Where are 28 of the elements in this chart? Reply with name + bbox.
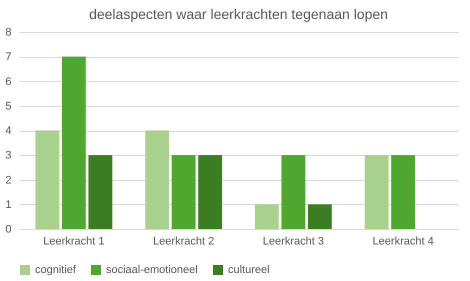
bar	[172, 155, 196, 229]
x-tick-label: Leerkracht 1	[43, 236, 104, 248]
bar	[254, 204, 279, 229]
y-tick-label: 2	[5, 174, 12, 186]
bar	[35, 130, 60, 229]
y-tick-label: 1	[5, 198, 12, 211]
chart-title: deelaspecten waar leerkrachten tegenaan lopen	[89, 6, 388, 22]
y-tick-label: 6	[5, 76, 12, 88]
x-tick-label: Leerkracht 2	[153, 236, 214, 248]
legend-label: cultureel	[228, 264, 270, 276]
bar	[308, 204, 332, 229]
y-tick-label: 0	[5, 224, 12, 236]
y-tick-label: 3	[5, 150, 12, 162]
bar	[391, 155, 416, 229]
bar	[62, 56, 86, 229]
x-tick-label: Leerkracht 3	[262, 236, 324, 248]
bar	[364, 155, 389, 229]
y-tick-label: 5	[5, 100, 12, 112]
legend-label: sociaal-emotioneel	[106, 264, 198, 276]
y-tick-label: 7	[5, 51, 12, 64]
x-tick-label: Leerkracht 4	[372, 236, 434, 248]
y-tick-label: 4	[5, 125, 12, 137]
legend-label: cognitief	[35, 264, 77, 276]
y-tick-label: 8	[5, 26, 12, 38]
bar	[281, 155, 306, 229]
bar	[88, 155, 112, 229]
bar	[198, 155, 222, 229]
bar	[145, 130, 170, 229]
